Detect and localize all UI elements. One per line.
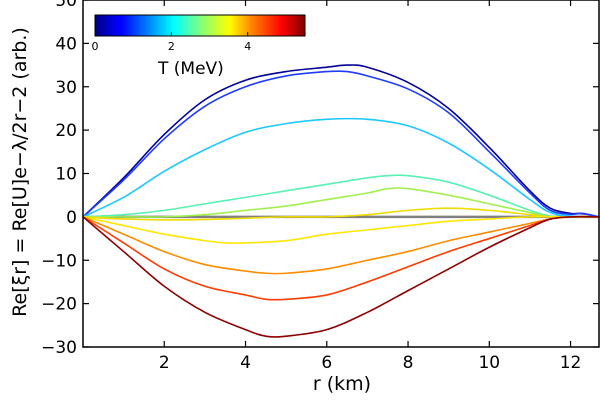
colorbar: 0 2 4 T (MeV) (92, 14, 306, 79)
colorbar-tick-label: 4 (244, 40, 251, 53)
series-line-4 (83, 174, 600, 218)
y-tick-label: −30 (41, 338, 77, 358)
series-group (83, 64, 600, 338)
y-tick-label: 10 (55, 165, 77, 185)
y-tick-label: 40 (55, 34, 77, 54)
series-line-7 (83, 215, 600, 244)
x-tick-label: 12 (560, 353, 582, 373)
x-tick-label: 6 (321, 353, 332, 373)
colorbar-tick-label: 2 (168, 40, 175, 53)
y-tick-label: −20 (41, 295, 77, 315)
y-tick-label: 30 (55, 78, 77, 98)
y-tick-label: 50 (55, 0, 77, 11)
series-line-2 (83, 70, 600, 218)
series-line-5 (83, 187, 600, 218)
x-axis-ticks: 2 4 6 8 10 12 (159, 0, 582, 373)
colorbar-tick-label: 0 (92, 40, 99, 53)
colorbar-label: T (MeV) (157, 59, 224, 79)
x-tick-label: 2 (159, 353, 170, 373)
y-tick-label: 0 (66, 208, 77, 228)
series-line-3 (83, 117, 600, 218)
colorbar-gradient (94, 14, 306, 37)
colorbar-ticks: 0 2 4 (92, 32, 251, 53)
y-axis-label: Re[ξr] = Re[U]e−λ/2r−2 (arb.) (9, 27, 31, 317)
x-tick-label: 10 (478, 353, 500, 373)
x-tick-label: 4 (240, 353, 251, 373)
x-axis-label: r (km) (313, 373, 371, 395)
series-line-10 (83, 215, 600, 338)
y-tick-label: −10 (41, 251, 77, 271)
plot-frame (82, 0, 600, 348)
series-line-9 (83, 215, 600, 301)
series-line-8 (83, 215, 600, 275)
y-tick-label: 20 (55, 121, 77, 141)
x-tick-label: 8 (403, 353, 414, 373)
